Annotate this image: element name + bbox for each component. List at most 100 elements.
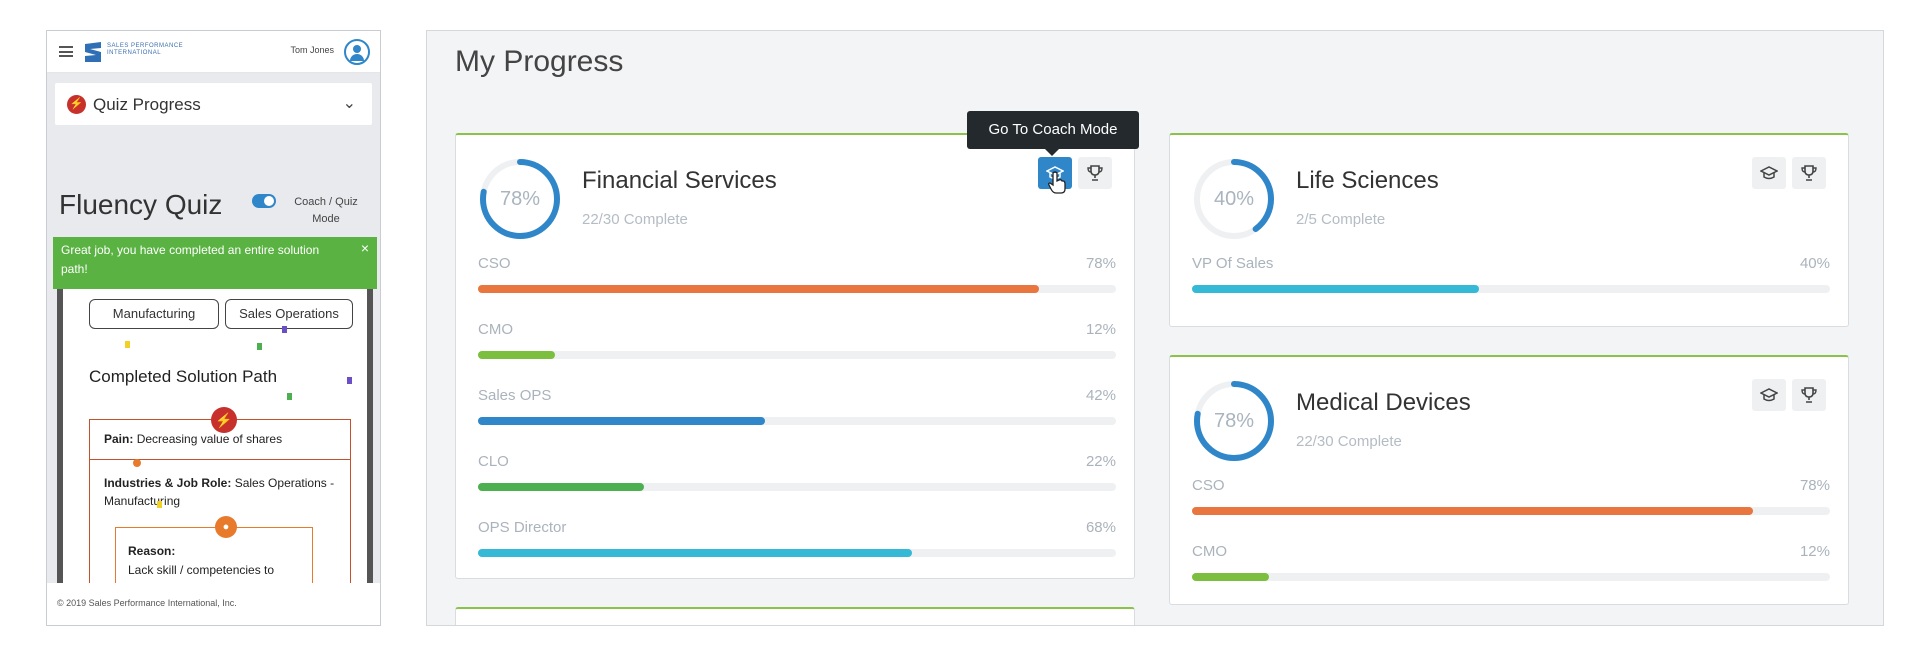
trophy-icon xyxy=(1801,165,1817,181)
role-label: OPS Director xyxy=(478,519,567,536)
card-medical-devices: 78% Medical Devices 22/30 Complete CSO 78… xyxy=(1169,355,1849,605)
card-complete-count: 22/30 Complete xyxy=(1296,433,1402,450)
graduation-cap-icon xyxy=(1760,166,1778,180)
role-progress-row: CSO 78% xyxy=(478,255,1116,305)
role-percent: 40% xyxy=(1799,255,1830,272)
progress-fill xyxy=(478,417,766,425)
role-label: CSO xyxy=(1192,477,1225,494)
tab-sales-operations[interactable]: Sales Operations xyxy=(225,299,353,329)
progress-fill xyxy=(478,483,644,491)
role-label: CMO xyxy=(478,321,513,338)
page-title: My Progress xyxy=(455,45,624,78)
role-progress-row: CSO 78% xyxy=(1192,477,1830,527)
confetti-piece xyxy=(133,459,141,467)
role-label: VP Of Sales xyxy=(1192,255,1274,272)
company-logo-text: SALES PERFORMANCE INTERNATIONAL xyxy=(107,43,184,56)
role-label: Sales OPS xyxy=(478,387,552,404)
card-financial-services: 78% Financial Services 22/30 Complete CS… xyxy=(455,133,1135,579)
role-percent: 78% xyxy=(1799,477,1830,494)
industries-label: Industries & Job Role: xyxy=(104,476,232,490)
role-percent: 68% xyxy=(1085,519,1116,536)
confetti-piece xyxy=(347,377,352,384)
lightning-bolt-icon: ⚡ xyxy=(211,407,237,433)
progress-fill xyxy=(1192,507,1754,515)
coach-quiz-toggle[interactable] xyxy=(252,194,276,208)
quiz-title: Fluency Quiz xyxy=(59,189,223,220)
progress-ring xyxy=(480,159,560,239)
role-label: CSO xyxy=(478,255,511,272)
progress-track xyxy=(478,285,1116,293)
mobile-footer: © 2019 Sales Performance International, … xyxy=(47,583,380,625)
lightning-bolt-icon: ⚡ xyxy=(67,95,86,114)
card-partial xyxy=(455,607,1135,625)
role-progress-row: VP Of Sales 40% xyxy=(1192,255,1830,305)
hand-cursor-icon xyxy=(1048,171,1066,194)
completed-heading: Completed Solution Path xyxy=(89,367,278,386)
progress-fill xyxy=(1192,285,1480,293)
progress-track xyxy=(1192,285,1830,293)
progress-fill xyxy=(478,351,555,359)
pain-label: Pain: xyxy=(104,432,134,446)
card-title: Life Sciences xyxy=(1296,167,1439,194)
coach-mode-button[interactable] xyxy=(1752,157,1786,189)
confetti-piece xyxy=(257,343,262,350)
confetti-piece xyxy=(125,341,130,348)
role-percent: 78% xyxy=(1085,255,1116,272)
pain-value: Decreasing value of shares xyxy=(136,432,283,446)
card-complete-count: 22/30 Complete xyxy=(582,211,688,228)
tab-manufacturing[interactable]: Manufacturing xyxy=(89,299,219,329)
mobile-screen: SALES PERFORMANCE INTERNATIONAL Tom Jone… xyxy=(46,30,381,626)
lightbulb-icon: ● xyxy=(215,516,237,538)
card-life-sciences: 40% Life Sciences 2/5 Complete VP Of Sal… xyxy=(1169,133,1849,327)
trophy-button[interactable] xyxy=(1792,379,1826,411)
graduation-cap-icon xyxy=(1760,388,1778,402)
close-icon[interactable]: × xyxy=(360,240,369,256)
progress-track xyxy=(1192,573,1830,581)
hamburger-menu-icon[interactable] xyxy=(59,46,73,57)
role-progress-row: CMO 12% xyxy=(478,321,1116,371)
trophy-icon xyxy=(1801,387,1817,403)
quiz-progress-dropdown[interactable]: ⚡ Quiz Progress ⌄ xyxy=(55,83,372,125)
role-progress-row: CLO 22% xyxy=(478,453,1116,503)
banner-text: Great job, you have completed an entire … xyxy=(61,243,320,276)
trophy-button[interactable] xyxy=(1078,157,1112,189)
role-progress-row: Sales OPS 42% xyxy=(478,387,1116,437)
progress-fill xyxy=(478,285,1040,293)
progress-track xyxy=(478,549,1116,557)
coach-mode-tooltip: Go To Coach Mode xyxy=(967,111,1139,156)
confetti-piece xyxy=(157,501,162,508)
solution-path-panel: Manufacturing Sales Operations Completed… xyxy=(57,289,373,619)
role-percent: 42% xyxy=(1085,387,1116,404)
user-name[interactable]: Tom Jones xyxy=(290,45,334,55)
progress-percent: 40% xyxy=(1213,188,1255,210)
confetti-piece xyxy=(287,393,292,400)
card-title: Financial Services xyxy=(582,167,777,194)
reason-label: Reason: xyxy=(128,544,176,558)
toggle-label: Coach / Quiz Mode xyxy=(294,196,358,225)
progress-percent: 78% xyxy=(499,188,541,210)
card-complete-count: 2/5 Complete xyxy=(1296,211,1386,228)
role-label: CMO xyxy=(1192,543,1227,560)
progress-track xyxy=(478,483,1116,491)
progress-fill xyxy=(478,549,912,557)
role-progress-row: OPS Director 68% xyxy=(478,519,1116,569)
success-banner: Great job, you have completed an entire … xyxy=(53,237,377,289)
progress-ring xyxy=(1194,159,1274,239)
progress-percent: 78% xyxy=(1213,410,1255,432)
role-label: CLO xyxy=(478,453,509,470)
role-percent: 12% xyxy=(1799,543,1830,560)
mobile-header: SALES PERFORMANCE INTERNATIONAL Tom Jone… xyxy=(47,31,380,73)
role-progress-row: CMO 12% xyxy=(1192,543,1830,593)
trophy-button[interactable] xyxy=(1792,157,1826,189)
dropdown-label: Quiz Progress xyxy=(93,95,201,114)
user-avatar-icon[interactable] xyxy=(344,39,370,65)
confetti-piece xyxy=(282,326,287,333)
chevron-down-icon: ⌄ xyxy=(342,95,356,112)
card-title: Medical Devices xyxy=(1296,389,1471,416)
progress-track xyxy=(1192,507,1830,515)
coach-mode-button[interactable] xyxy=(1752,379,1786,411)
trophy-icon xyxy=(1087,165,1103,181)
role-percent: 22% xyxy=(1085,453,1116,470)
progress-track xyxy=(478,351,1116,359)
company-logo-icon xyxy=(85,42,101,62)
